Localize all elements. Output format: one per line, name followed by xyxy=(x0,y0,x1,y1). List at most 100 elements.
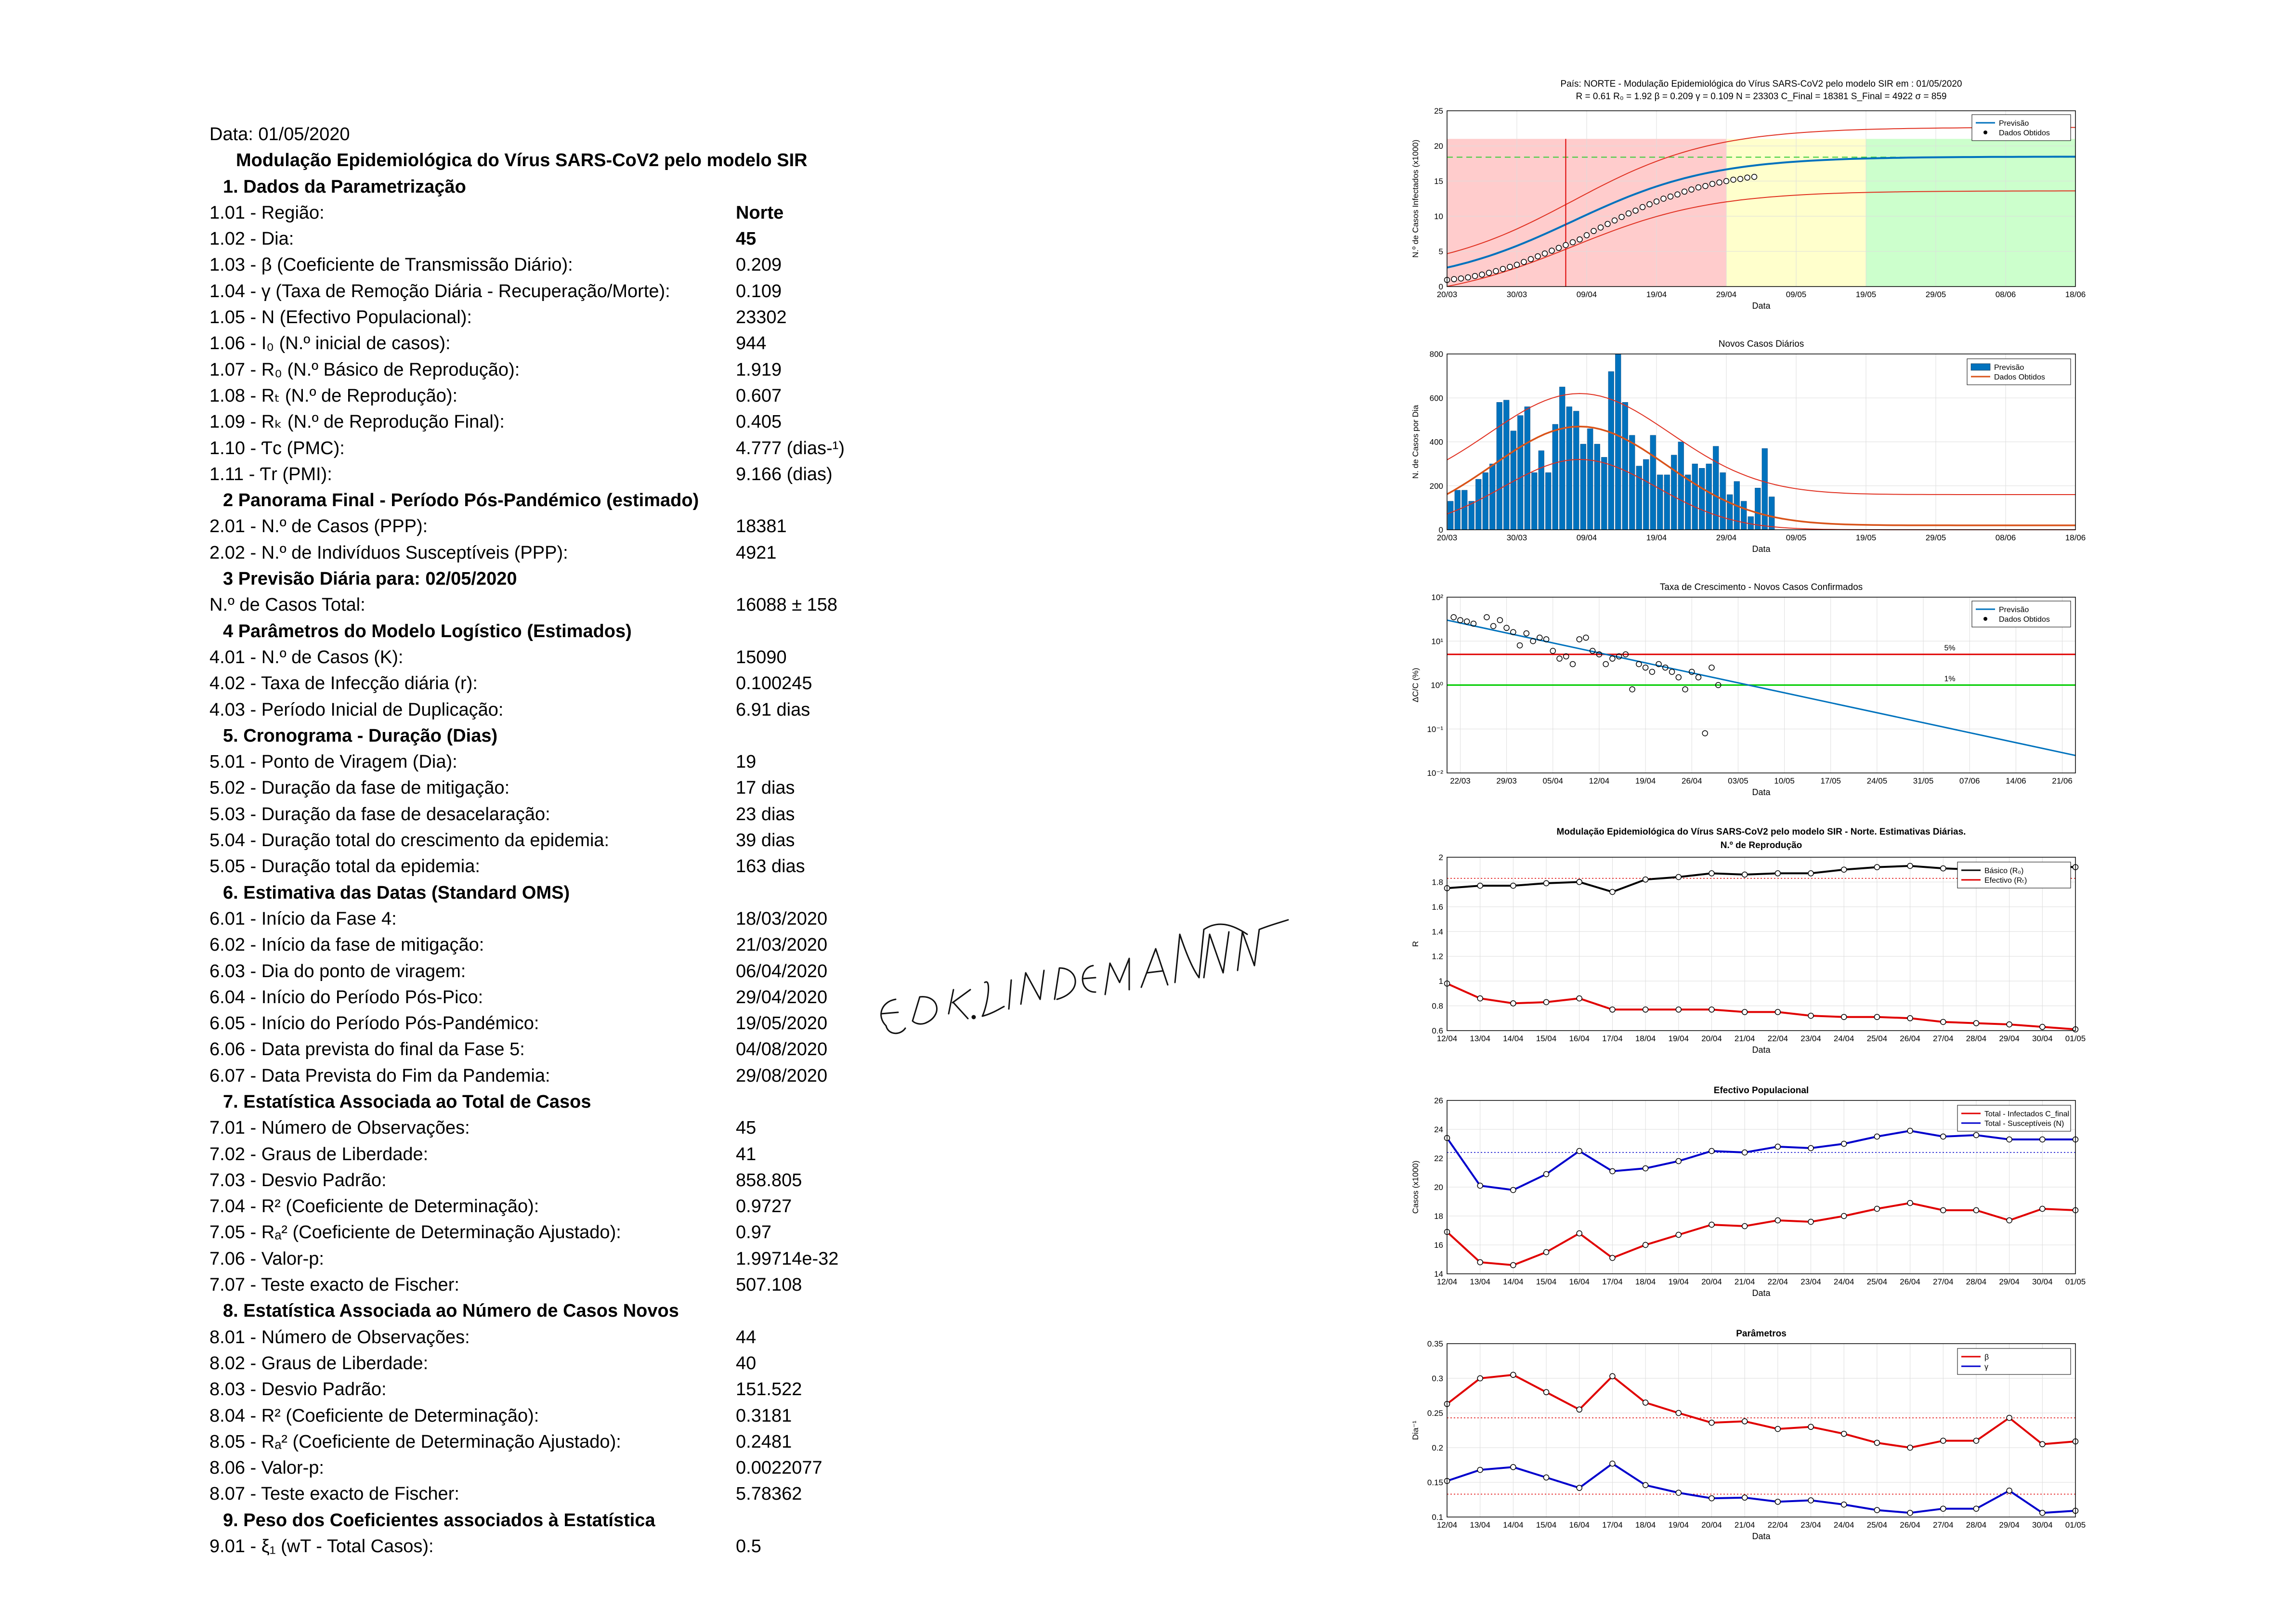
series-point xyxy=(2006,1217,2012,1224)
legend-label: Previsão xyxy=(1999,606,2029,614)
y-tick-label: 16 xyxy=(1434,1241,1443,1250)
series-point xyxy=(1874,1507,1880,1513)
series-point xyxy=(1609,1168,1616,1175)
report-row: 2.02 - N.º de Indivíduos Susceptíveis (P… xyxy=(209,540,980,566)
row-value: 45 xyxy=(736,1118,757,1138)
series-point xyxy=(1609,1007,1616,1013)
row-label: 8.01 - Número de Observações: xyxy=(209,1327,470,1347)
bar xyxy=(1622,402,1628,530)
x-tick-label: 30/04 xyxy=(2032,1520,2053,1530)
section-heading: 9. Peso dos Coeficientes associados à Es… xyxy=(209,1507,980,1533)
x-tick-label: 27/04 xyxy=(1933,1520,1954,1530)
report-row: 1.09 - Rₖ (N.º de Reprodução Final): 0.40… xyxy=(209,409,980,435)
threshold-label: 5% xyxy=(1944,644,1955,653)
row-label: 6.02 - Início da fase de mitigação: xyxy=(209,935,484,955)
observed-point xyxy=(1695,184,1702,191)
x-tick-label: 01/05 xyxy=(2065,1277,2086,1286)
x-tick-label: 26/04 xyxy=(1900,1520,1920,1530)
report-row: N.º de Casos Total: 16088 ± 158 xyxy=(209,592,980,618)
observed-point xyxy=(1716,179,1722,186)
x-tick-label: 21/04 xyxy=(1735,1520,1755,1530)
series-point xyxy=(1874,864,1880,870)
row-value: 0.3181 xyxy=(736,1405,792,1426)
x-tick-label: 15/04 xyxy=(1536,1520,1557,1530)
row-value: 4921 xyxy=(736,542,777,563)
series-point xyxy=(1609,1460,1616,1467)
observed-point xyxy=(1625,210,1632,217)
series-point xyxy=(2039,1441,2046,1448)
row-value: 23 dias xyxy=(736,804,795,824)
plot-frame xyxy=(1447,597,2076,773)
legend xyxy=(1957,1348,2071,1375)
bar xyxy=(1615,353,1621,530)
bar xyxy=(1538,450,1544,530)
series-point xyxy=(1940,1133,1946,1140)
observed-point xyxy=(1681,188,1688,195)
bar xyxy=(1545,472,1552,530)
x-tick-label: 15/04 xyxy=(1536,1034,1557,1043)
y-axis-label: R xyxy=(1411,941,1420,947)
series-point xyxy=(1907,1015,1913,1021)
row-label: 1.03 - β (Coeficiente de Transmissão Diá… xyxy=(209,255,573,275)
x-tick-label: 13/04 xyxy=(1470,1034,1490,1043)
chart-title: País: NORTE - Modulação Epidemiológica d… xyxy=(1561,79,1962,89)
observed-point xyxy=(1636,661,1642,667)
series-point xyxy=(1709,1148,1715,1154)
upper-band xyxy=(1447,393,2075,495)
legend-label: Básico (R₀) xyxy=(1984,867,2023,875)
report-row: 8.01 - Número de Observações: 44 xyxy=(209,1324,980,1350)
row-label: 1.11 - Ƭr (PMI): xyxy=(209,464,332,484)
series-point xyxy=(1642,1242,1649,1248)
bar xyxy=(1678,442,1684,530)
x-tick-label: 27/04 xyxy=(1933,1277,1954,1286)
series-point xyxy=(1907,863,1913,869)
row-value: 41 xyxy=(736,1144,757,1164)
report-row: 5.02 - Duração da fase de mitigação: 17 d… xyxy=(209,775,980,801)
row-label: 8.02 - Graus de Liberdade: xyxy=(209,1353,429,1373)
x-tick-label: 01/05 xyxy=(2065,1034,2086,1043)
row-value: 21/03/2020 xyxy=(736,935,828,955)
x-tick-label: 09/04 xyxy=(1577,290,1597,299)
row-label: 2.02 - N.º de Indivíduos Susceptíveis (P… xyxy=(209,542,568,563)
row-label: 8.07 - Teste exacto de Fischer: xyxy=(209,1484,459,1504)
row-label: 1.08 - Rₜ (N.º de Reprodução): xyxy=(209,385,458,406)
x-tick-label: 26/04 xyxy=(1900,1034,1920,1043)
series-point xyxy=(1510,1187,1516,1193)
report-row: 6.03 - Dia do ponto de viragem: 06/04/202… xyxy=(209,958,980,984)
row-value: 18381 xyxy=(736,516,787,537)
x-tick-label: 15/04 xyxy=(1536,1277,1557,1286)
y-axis-label: Dia⁻¹ xyxy=(1411,1421,1420,1440)
series-point xyxy=(1477,995,1483,1002)
observed-point xyxy=(1550,648,1556,654)
row-label: 6.03 - Dia do ponto de viragem: xyxy=(209,961,466,981)
row-value: 0.5 xyxy=(736,1536,761,1557)
row-label: 1. Dados da Parametrização xyxy=(223,176,466,197)
x-tick-label: 13/04 xyxy=(1470,1277,1490,1286)
observed-point xyxy=(1490,623,1497,629)
chart-parameters: Parâmetros 12/04 13/04 14/04 15/04 16/04 17/04… xyxy=(1411,1329,2086,1541)
observed-point xyxy=(1543,636,1550,642)
observed-point xyxy=(1537,634,1543,641)
observed-point xyxy=(1660,196,1667,202)
series-point xyxy=(2006,1488,2012,1494)
observed-point xyxy=(1479,271,1485,278)
series-point xyxy=(1543,880,1550,887)
observed-point xyxy=(1556,655,1563,662)
observed-point xyxy=(1493,268,1499,275)
y-tick-label: 10⁰ xyxy=(1431,681,1443,690)
observed-point xyxy=(1596,651,1603,657)
y-tick-label: 20 xyxy=(1434,142,1443,151)
series-point xyxy=(1576,1485,1582,1491)
series-point xyxy=(1477,1466,1483,1473)
observed-point xyxy=(1527,256,1534,262)
series-point xyxy=(1543,1389,1550,1396)
observed-point xyxy=(1689,668,1695,675)
x-tick-label: 21/04 xyxy=(1735,1277,1755,1286)
x-tick-label: 30/03 xyxy=(1507,290,1527,299)
row-label: 1.01 - Região: xyxy=(209,202,325,223)
report-row: 4.03 - Período Inicial de Duplicação: 6.9… xyxy=(209,697,980,723)
y-tick-label: 0.35 xyxy=(1427,1339,1443,1348)
observed-point xyxy=(1563,653,1569,660)
observed-point xyxy=(1616,653,1622,660)
series-point xyxy=(1576,1230,1582,1237)
